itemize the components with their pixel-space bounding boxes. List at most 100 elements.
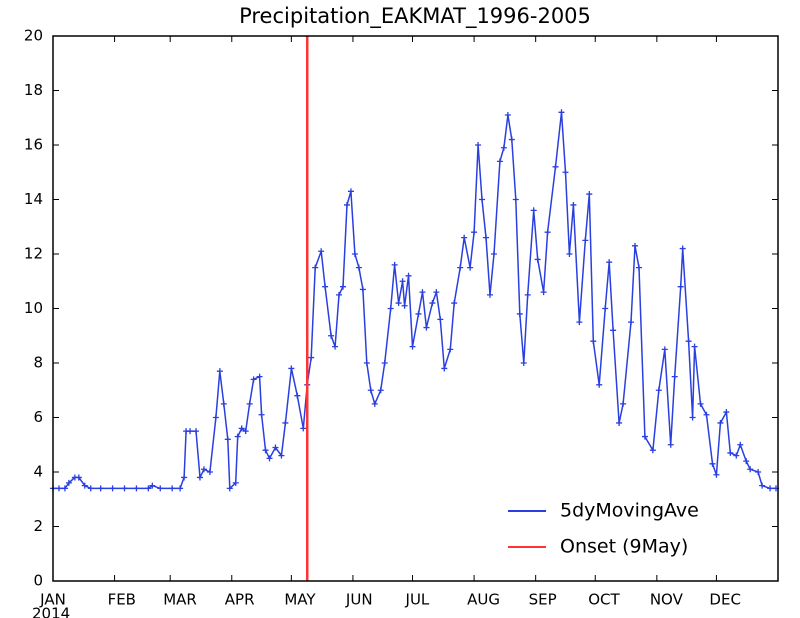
data-marker — [677, 283, 684, 290]
data-marker — [377, 387, 384, 394]
data-marker — [457, 264, 464, 271]
data-marker — [655, 387, 662, 394]
data-marker — [641, 433, 648, 440]
data-marker — [157, 485, 164, 492]
data-marker — [727, 449, 734, 456]
data-marker — [308, 354, 315, 361]
data-marker — [713, 471, 720, 478]
data-marker — [596, 381, 603, 388]
data-marker — [558, 109, 565, 116]
data-marker — [181, 474, 188, 481]
data-marker — [206, 469, 213, 475]
data-marker — [234, 433, 241, 440]
y-tick-label: 2 — [33, 517, 43, 535]
x-tick-label: OCT — [588, 591, 620, 609]
data-marker — [755, 469, 762, 475]
data-marker — [475, 142, 482, 148]
data-marker — [272, 444, 279, 451]
data-marker — [121, 485, 128, 492]
data-marker — [490, 251, 497, 257]
data-marker — [355, 264, 362, 271]
y-tick-label: 12 — [24, 245, 43, 263]
data-marker — [697, 400, 704, 407]
data-marker — [570, 201, 577, 208]
data-marker — [224, 436, 231, 443]
data-marker — [566, 251, 573, 257]
data-marker — [177, 485, 184, 492]
data-marker — [145, 485, 152, 492]
data-marker — [187, 428, 194, 435]
data-marker — [447, 346, 454, 353]
x-tick-label: FEB — [108, 591, 136, 609]
data-marker — [343, 201, 350, 208]
data-marker — [743, 458, 750, 465]
data-marker — [685, 338, 692, 345]
data-marker — [461, 234, 468, 241]
data-marker — [216, 368, 223, 375]
data-marker — [371, 400, 378, 407]
x-tick-label: SEP — [529, 591, 557, 609]
data-marker — [169, 485, 176, 492]
y-tick-label: 4 — [33, 463, 43, 481]
data-marker — [759, 482, 766, 489]
data-marker — [258, 411, 265, 418]
data-marker — [266, 455, 273, 462]
data-marker — [433, 289, 440, 296]
data-marker — [723, 409, 730, 416]
data-marker — [391, 261, 398, 268]
data-marker — [399, 278, 406, 285]
data-marker — [332, 343, 339, 350]
data-marker — [401, 302, 408, 309]
data-marker — [520, 360, 527, 366]
x-tick-label: NOV — [650, 591, 684, 609]
y-tick-label: 18 — [24, 81, 43, 99]
data-marker — [516, 310, 523, 317]
data-marker — [212, 414, 219, 421]
data-marker — [340, 283, 346, 290]
data-marker — [294, 392, 301, 399]
y-tick-label: 6 — [33, 408, 43, 426]
data-marker — [671, 373, 678, 380]
data-marker — [679, 245, 686, 252]
data-marker — [220, 400, 227, 407]
data-marker — [524, 291, 531, 298]
data-marker — [75, 474, 82, 481]
data-marker — [359, 286, 366, 293]
data-marker — [534, 256, 541, 263]
data-marker — [661, 346, 668, 353]
data-marker — [55, 485, 62, 492]
data-marker — [582, 237, 589, 244]
data-marker — [312, 264, 319, 271]
data-marker — [767, 485, 774, 492]
data-marker — [395, 300, 402, 307]
data-marker — [486, 291, 493, 298]
data-marker — [133, 485, 140, 492]
data-marker — [689, 414, 696, 421]
data-marker — [691, 343, 698, 350]
legend-label: Onset (9May) — [560, 536, 688, 558]
data-marker — [479, 196, 486, 203]
data-marker — [504, 112, 511, 119]
data-marker — [65, 479, 72, 486]
legend-label: 5dyMovingAve — [560, 500, 699, 522]
x-tick-label: JUN — [345, 591, 373, 609]
data-marker — [109, 485, 116, 492]
data-marker — [149, 482, 156, 489]
data-marker — [381, 360, 388, 366]
y-tick-label: 14 — [24, 190, 43, 208]
data-marker — [631, 242, 638, 249]
data-marker — [709, 460, 716, 467]
data-marker — [703, 411, 710, 418]
data-marker — [336, 291, 343, 298]
x-tick-label: AUG — [467, 591, 500, 609]
data-marker — [635, 264, 642, 271]
data-marker — [512, 196, 519, 203]
data-marker — [419, 289, 426, 296]
data-marker — [429, 300, 436, 307]
data-marker — [562, 169, 569, 176]
data-marker — [250, 376, 257, 383]
data-marker — [590, 338, 597, 345]
